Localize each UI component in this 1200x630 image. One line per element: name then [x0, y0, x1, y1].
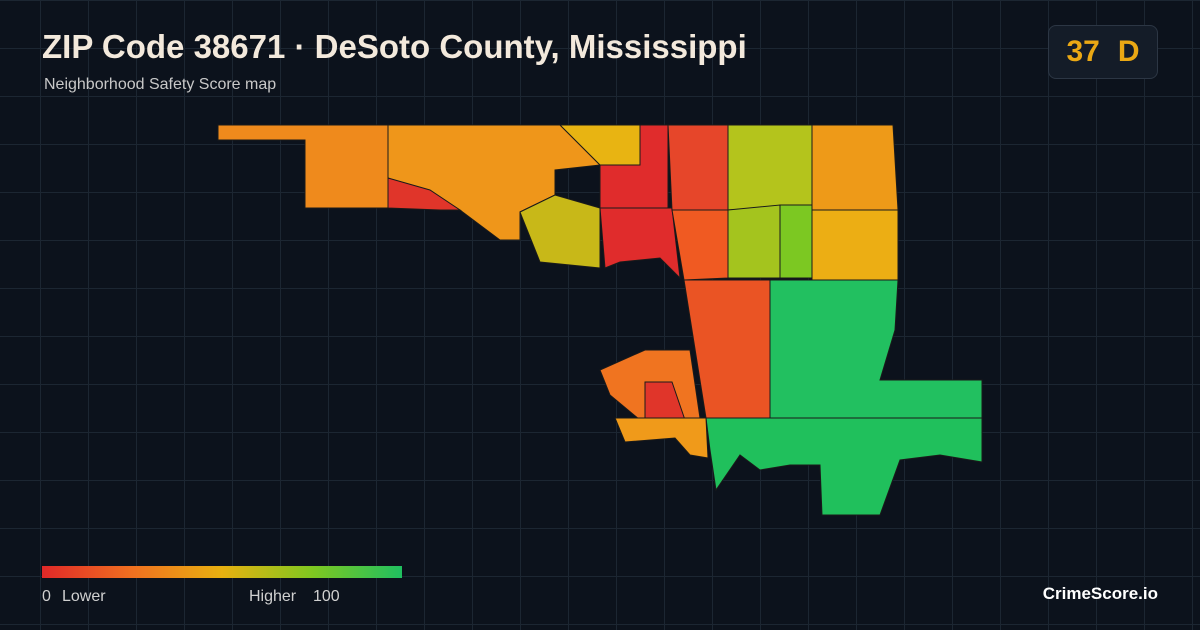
brand: CrimeScore.io — [1042, 584, 1158, 603]
subtitle: Neighborhood Safety Score map — [44, 76, 277, 93]
score-badge: 37 D — [1048, 25, 1158, 79]
region — [217, 124, 389, 209]
region — [614, 417, 709, 459]
region — [667, 124, 729, 211]
legend-min: 0 — [42, 588, 51, 605]
region — [599, 207, 681, 280]
region — [727, 124, 813, 211]
region — [705, 417, 983, 516]
region — [671, 209, 729, 281]
legend-gradient — [42, 566, 402, 578]
region — [811, 209, 899, 281]
legend-max: 100 — [313, 588, 340, 605]
region — [727, 204, 781, 279]
legend-max-label: Higher — [249, 588, 297, 605]
region — [387, 177, 462, 211]
score-value: 37 — [1066, 35, 1100, 68]
region — [811, 124, 899, 211]
legend-min-label: Lower — [62, 588, 106, 605]
score-grade: D — [1117, 35, 1140, 68]
region — [779, 204, 813, 279]
region — [519, 194, 601, 269]
title: ZIP Code 38671 · DeSoto County, Mississi… — [42, 28, 747, 65]
region — [769, 279, 983, 419]
